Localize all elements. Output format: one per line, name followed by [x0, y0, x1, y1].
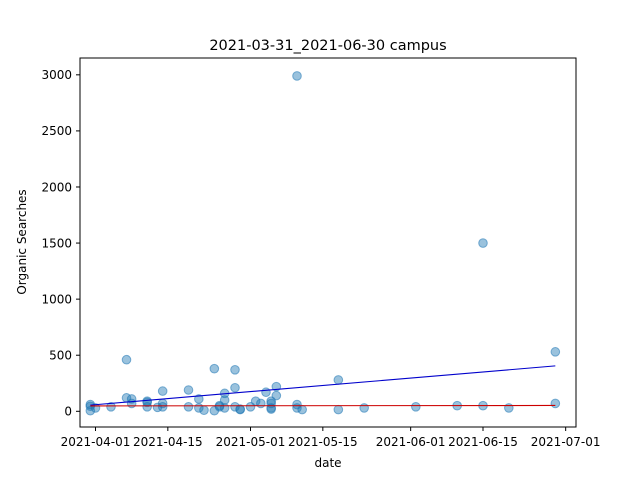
x-tick-label: 2021-05-01 [216, 435, 286, 449]
data-point [272, 391, 281, 400]
y-axis-label: Organic Searches [15, 189, 29, 294]
data-point [479, 239, 488, 248]
data-point [236, 405, 245, 414]
y-tick-label: 1000 [41, 292, 72, 306]
data-point [158, 387, 167, 396]
data-point [220, 404, 229, 413]
data-point [334, 376, 343, 385]
data-point [298, 405, 307, 414]
data-point [184, 403, 193, 412]
data-point [412, 403, 421, 412]
data-point [231, 383, 240, 392]
x-axis-label: date [314, 456, 341, 470]
y-tick-label: 1500 [41, 236, 72, 250]
y-tick-label: 2500 [41, 124, 72, 138]
data-point [158, 403, 167, 412]
data-point [551, 348, 560, 357]
x-tick-label: 2021-05-15 [288, 435, 358, 449]
data-point [184, 386, 193, 395]
data-point [334, 405, 343, 414]
x-tick-label: 2021-07-01 [531, 435, 601, 449]
x-tick-label: 2021-04-01 [61, 435, 131, 449]
chart-title: 2021-03-31_2021-06-30 campus [209, 38, 446, 54]
data-point [551, 399, 560, 408]
y-tick-label: 2000 [41, 180, 72, 194]
y-tick-label: 0 [64, 405, 72, 419]
data-point [505, 404, 514, 413]
data-point [360, 404, 369, 413]
data-point [200, 406, 209, 415]
data-point [257, 399, 266, 408]
data-point [122, 355, 131, 364]
data-point [293, 72, 302, 81]
x-tick-label: 2021-06-15 [448, 435, 518, 449]
data-point [143, 403, 152, 412]
x-tick-label: 2021-06-01 [376, 435, 446, 449]
data-point [210, 364, 219, 373]
plot-area [80, 58, 576, 427]
data-point [127, 399, 136, 408]
data-point [220, 396, 229, 405]
x-tick-label: 2021-04-15 [133, 435, 203, 449]
y-tick-label: 3000 [41, 68, 72, 82]
y-tick-label: 500 [49, 349, 72, 363]
data-point [262, 388, 271, 397]
data-point [231, 366, 240, 375]
